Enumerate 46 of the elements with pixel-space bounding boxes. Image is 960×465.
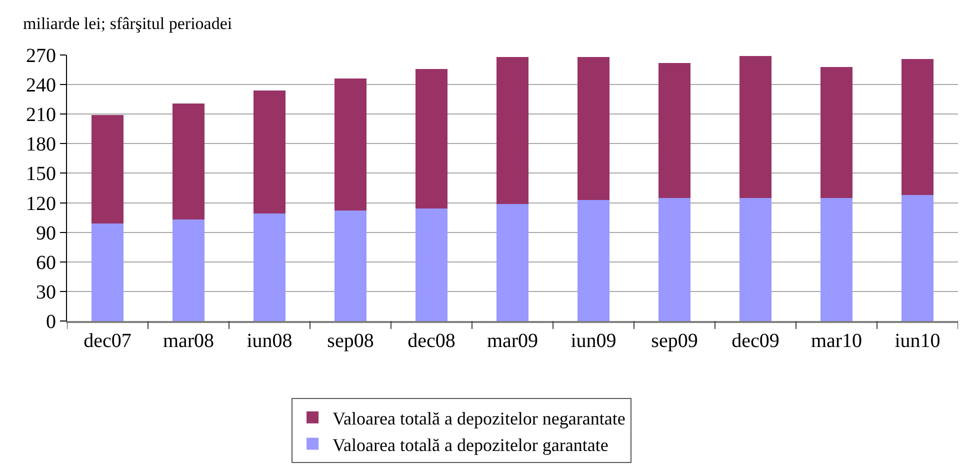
bar (577, 56, 610, 200)
bar (334, 78, 367, 211)
x-tick-label: mar10 (810, 330, 862, 352)
x-tick-label: dec09 (732, 330, 780, 352)
x-tick-label: mar08 (162, 330, 214, 352)
bar (334, 210, 367, 321)
x-tick-label: iun09 (570, 330, 616, 352)
y-tick-label: 210 (26, 104, 56, 126)
bar (496, 204, 529, 321)
y-tick-label: 270 (26, 45, 56, 67)
legend-label: Valoarea totală a depozitelor negarantate (332, 408, 626, 428)
legend-label: Valoarea totală a depozitelor garantate (332, 434, 608, 455)
x-tick-label: iun08 (246, 330, 292, 352)
y-axis-title: miliarde lei; sfârşitul perioadei (23, 14, 232, 33)
x-tick-label: iun10 (894, 330, 940, 352)
y-tick-label: 120 (26, 192, 56, 215)
bar (496, 56, 529, 204)
bar (658, 198, 691, 321)
bar (658, 62, 691, 198)
y-tick-label: 180 (26, 134, 56, 156)
y-tick-label: 0 (46, 311, 56, 333)
x-tick-label: mar09 (486, 330, 538, 352)
bar (172, 220, 205, 321)
bar (739, 198, 772, 321)
bar (91, 223, 124, 321)
y-tick-label: 240 (26, 74, 56, 97)
bar (820, 66, 853, 198)
x-tick-label: sep08 (327, 330, 374, 352)
y-tick-label: 30 (36, 281, 56, 304)
y-tick-label: 150 (26, 163, 56, 186)
bar (415, 68, 448, 209)
bar (253, 214, 286, 321)
x-tick-label: sep09 (651, 330, 698, 352)
bar (577, 200, 610, 321)
bar (739, 56, 772, 198)
y-tick-label: 90 (36, 222, 56, 244)
bar (901, 58, 934, 195)
bar (901, 194, 934, 321)
bar (253, 90, 286, 214)
bar (172, 103, 205, 220)
y-tick-label: 60 (36, 252, 56, 274)
bar (91, 115, 124, 224)
bar (820, 198, 853, 321)
x-tick-label: dec07 (84, 330, 132, 352)
x-tick-label: dec08 (408, 330, 456, 352)
bar (415, 208, 448, 321)
